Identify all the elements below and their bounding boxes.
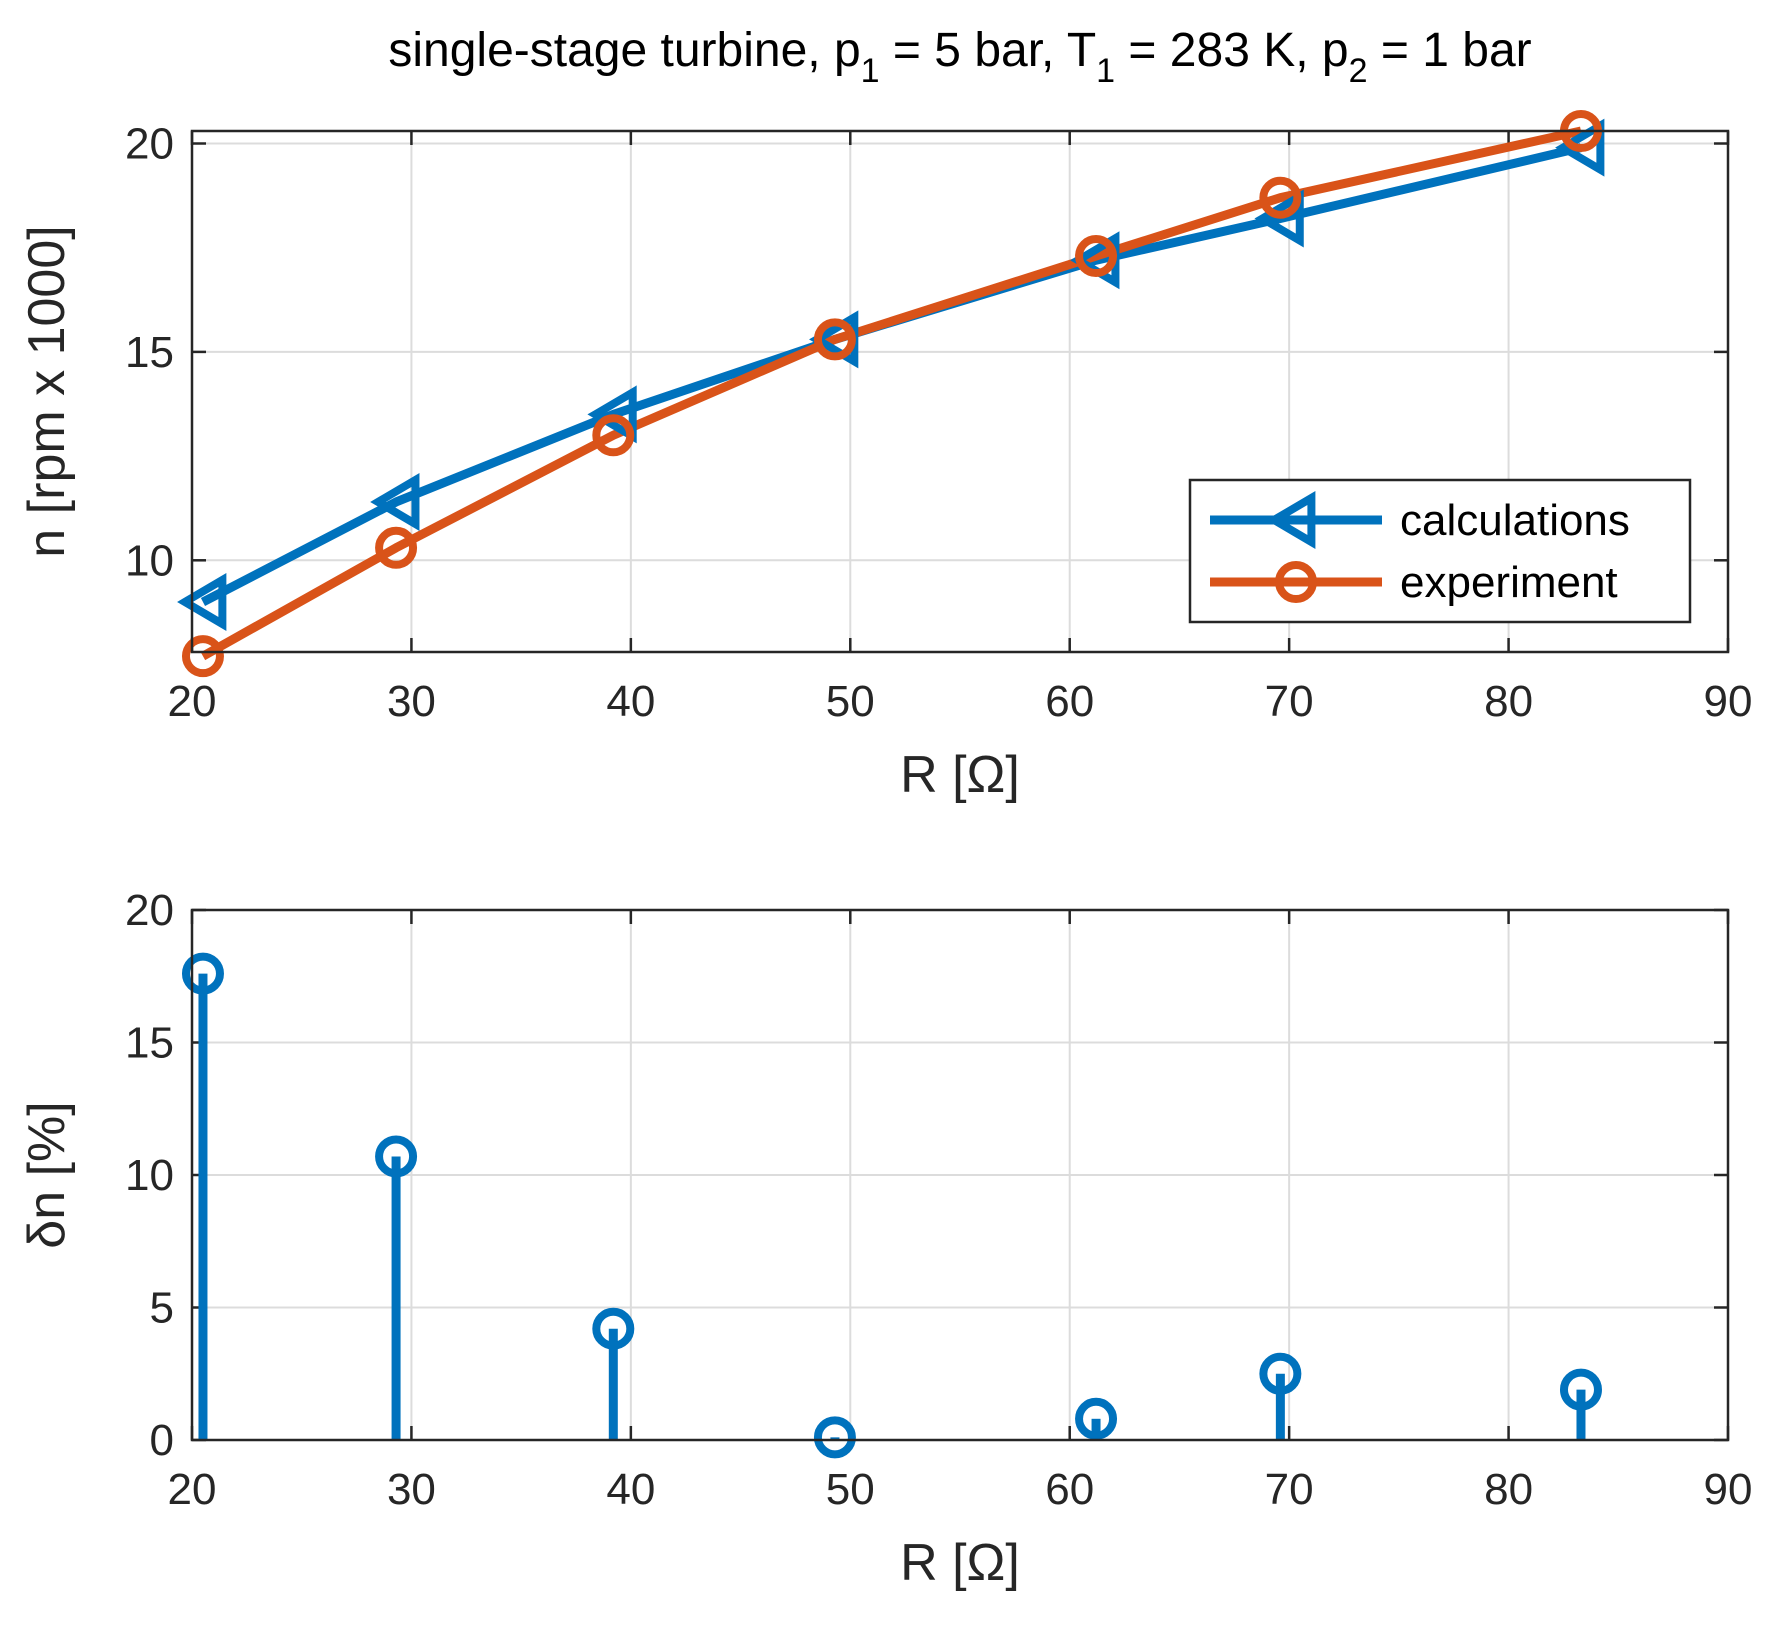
top-x-tick-labels: 20 30 40 50 60 70 80 90 — [168, 677, 1753, 726]
x-tick-label: 20 — [168, 1465, 217, 1514]
legend-marker-experiment — [1275, 561, 1317, 603]
experiment-point — [181, 635, 224, 678]
x-tick-label: 80 — [1484, 1465, 1533, 1514]
legend-label-experiment: experiment — [1400, 558, 1618, 607]
x-tick-label: 50 — [826, 1465, 875, 1514]
y-tick-label: 0 — [150, 1416, 174, 1465]
top-series — [177, 110, 1605, 678]
chart-title: single-stage turbine, p1 = 5 bar, T1 = 2… — [388, 24, 1531, 90]
top-y-tick-labels: 10 15 20 — [125, 120, 174, 586]
x-tick-label: 40 — [606, 677, 655, 726]
bottom-axes: 20 30 40 50 60 70 80 90 0 5 10 15 20 R [Ω] δn [%] — [18, 886, 1752, 1592]
y-tick-label: 15 — [125, 1019, 174, 1068]
stem-point — [592, 1307, 635, 1350]
bottom-y-axis-label: δn [%] — [18, 1101, 76, 1248]
bottom-x-tick-labels: 20 30 40 50 60 70 80 90 — [168, 1465, 1753, 1514]
top-x-axis-label: R [Ω] — [900, 746, 1020, 804]
bottom-y-tick-labels: 0 5 10 15 20 — [125, 886, 174, 1465]
x-tick-label: 30 — [387, 1465, 436, 1514]
stem-point — [375, 1135, 418, 1178]
experiment-point — [592, 414, 635, 457]
x-tick-label: 90 — [1704, 1465, 1753, 1514]
x-tick-label: 50 — [826, 677, 875, 726]
experiment-point — [375, 526, 418, 569]
bottom-grid — [191, 909, 1729, 1441]
experiment-point — [1075, 235, 1118, 278]
calculations-point — [587, 385, 637, 444]
top-axes: 20 30 40 50 60 70 80 90 10 15 20 R [Ω] n [rpm x 1… — [18, 110, 1753, 804]
stem-point — [1559, 1368, 1602, 1411]
legend-box — [1188, 478, 1692, 624]
legend-marker-calculations — [1266, 491, 1316, 549]
y-tick-label: 10 — [125, 536, 174, 585]
x-tick-label: 40 — [606, 1465, 655, 1514]
bottom-axes-box — [190, 908, 1730, 1442]
stem-point — [181, 952, 224, 995]
stem-point — [1259, 1352, 1302, 1395]
top-axes-box — [190, 129, 1730, 654]
calculations-point — [177, 572, 227, 631]
y-tick-label: 20 — [125, 120, 174, 169]
y-tick-label: 20 — [125, 886, 174, 935]
calculations-point — [1555, 118, 1605, 177]
calculations-point — [1254, 189, 1304, 248]
x-tick-label: 70 — [1265, 1465, 1314, 1514]
bottom-x-axis-label: R [Ω] — [900, 1534, 1020, 1592]
calculations-point — [370, 472, 420, 531]
x-tick-label: 20 — [168, 677, 217, 726]
y-tick-label: 10 — [125, 1151, 174, 1200]
x-tick-label: 60 — [1045, 677, 1094, 726]
x-tick-label: 60 — [1045, 1465, 1094, 1514]
x-tick-label: 30 — [387, 677, 436, 726]
stem-point — [813, 1416, 856, 1459]
legend: calculations experiment — [1188, 478, 1692, 624]
legend-label-calculations: calculations — [1400, 496, 1630, 545]
x-tick-label: 90 — [1704, 677, 1753, 726]
experiment-point — [813, 318, 856, 361]
top-y-axis-label: n [rpm x 1000] — [18, 225, 76, 557]
y-tick-label: 15 — [125, 328, 174, 377]
experiment-line — [200, 126, 1582, 661]
stem-point — [1075, 1397, 1118, 1440]
bottom-stems — [181, 952, 1602, 1459]
experiment-point — [1259, 176, 1302, 219]
y-tick-label: 5 — [150, 1284, 174, 1333]
x-tick-label: 70 — [1265, 677, 1314, 726]
x-tick-label: 80 — [1484, 677, 1533, 726]
